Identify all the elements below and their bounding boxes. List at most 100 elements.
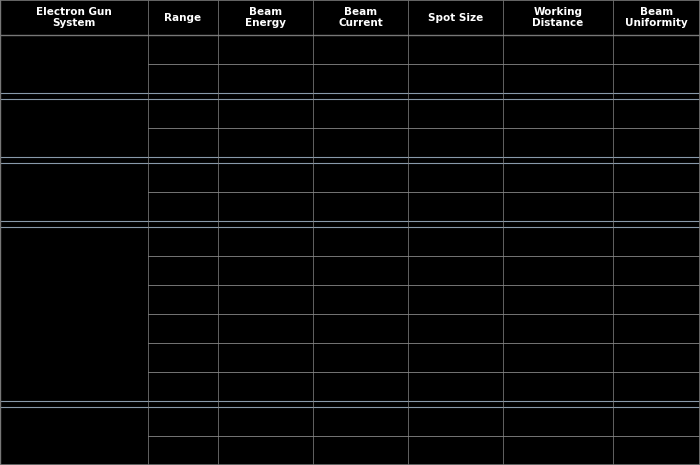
Bar [408, 343, 503, 372]
Text: 25 mm: 25 mm [540, 237, 576, 246]
Bar [148, 372, 218, 401]
Bar [613, 227, 700, 285]
Text: 1 nA: 1 nA [349, 417, 372, 426]
Bar [148, 314, 218, 343]
Bar [408, 128, 503, 157]
Text: 25 mm: 25 mm [540, 352, 576, 363]
Text: 100 mm: 100 mm [434, 324, 477, 333]
Bar [503, 407, 613, 436]
Text: 1 nA: 1 nA [349, 237, 372, 246]
Bar [313, 372, 408, 401]
Text: 1nA: 1nA [350, 295, 371, 305]
Text: 1μA: 1μA [350, 173, 371, 183]
Bar [503, 64, 613, 93]
Text: Beam
Uniformity: Beam Uniformity [625, 7, 688, 28]
Bar [313, 285, 408, 314]
Bar [218, 0, 313, 35]
Bar [218, 407, 313, 436]
Text: 10 mm: 10 mm [438, 173, 474, 183]
Text: 1 mm: 1 mm [440, 352, 470, 363]
Text: 400 μA: 400 μA [342, 73, 379, 84]
Text: 200 mm: 200 mm [536, 266, 580, 276]
Text: FRA-2X1-2
EGPS-1011: FRA-2X1-2 EGPS-1011 [42, 53, 106, 75]
Bar [148, 64, 218, 93]
Bar [313, 436, 408, 465]
Text: 100 mm: 100 mm [434, 266, 477, 276]
Text: Working
Distance: Working Distance [533, 7, 584, 28]
Bar [408, 163, 503, 192]
Bar [148, 128, 218, 157]
Bar [148, 407, 218, 436]
Bar [503, 372, 613, 401]
Bar [313, 314, 408, 343]
Text: EFG-7
EGPS-2017: EFG-7 EGPS-2017 [42, 361, 106, 383]
Text: 100 mm: 100 mm [434, 381, 477, 392]
Text: 1mA: 1mA [349, 324, 372, 333]
Bar [408, 227, 503, 256]
Bar [218, 128, 313, 157]
Bar [218, 35, 313, 64]
Bar [503, 256, 613, 285]
Text: 100 μA: 100 μA [342, 381, 379, 392]
Text: 5 keV: 5 keV [251, 445, 280, 456]
Text: 5 eV: 5 eV [254, 173, 277, 183]
Bar [408, 407, 503, 436]
Text: Min: Min [174, 109, 192, 119]
Text: Gaussian: Gaussian [632, 123, 680, 133]
Bar [408, 285, 503, 314]
Bar [313, 128, 408, 157]
Bar [218, 256, 313, 285]
Bar [313, 192, 408, 221]
Bar [148, 285, 218, 314]
Text: Min: Min [174, 237, 192, 246]
Bar [218, 64, 313, 93]
Text: Min: Min [174, 45, 192, 54]
Bar [313, 256, 408, 285]
Text: 10 mm: 10 mm [540, 45, 576, 54]
Text: Max: Max [172, 202, 194, 212]
Text: EFG-7 (High
Current)
EGPS-1017: EFG-7 (High Current) EGPS-1017 [43, 299, 104, 329]
Text: Gaussian or
Uniform: Gaussian or Uniform [625, 361, 687, 383]
Bar [218, 163, 313, 192]
Text: 10 mm: 10 mm [438, 445, 474, 456]
Bar [503, 343, 613, 372]
Text: 1 mm: 1 mm [440, 417, 470, 426]
Bar [0, 99, 148, 157]
Bar [313, 343, 408, 372]
Text: EGL-2022
EGPS-2022: EGL-2022 EGPS-2022 [42, 425, 106, 447]
Text: 50 eV: 50 eV [251, 352, 281, 363]
Text: 1 eV: 1 eV [254, 109, 277, 119]
Text: 1.5 keV: 1.5 keV [246, 266, 285, 276]
Text: 100 μA: 100 μA [342, 266, 379, 276]
Bar [613, 163, 700, 221]
Bar [148, 256, 218, 285]
Text: 1 nA: 1 nA [349, 45, 372, 54]
Bar [313, 227, 408, 256]
Text: Beam
Current: Beam Current [338, 7, 383, 28]
Bar [0, 93, 700, 99]
Text: 2 mm: 2 mm [440, 45, 470, 54]
Text: 10 eV: 10 eV [251, 295, 281, 305]
Bar [408, 192, 503, 221]
Text: 1 mm: 1 mm [440, 237, 470, 246]
Bar [148, 35, 218, 64]
Bar [613, 35, 700, 93]
Text: Spot Size: Spot Size [428, 13, 483, 22]
Bar [613, 407, 700, 465]
Bar [313, 163, 408, 192]
Text: 10 eV: 10 eV [251, 237, 281, 246]
Bar [0, 0, 148, 35]
Bar [408, 0, 503, 35]
Bar [313, 64, 408, 93]
Bar [503, 99, 613, 128]
Bar [613, 0, 700, 35]
Bar [0, 285, 148, 343]
Text: 1 keV: 1 keV [251, 73, 280, 84]
Text: Min: Min [174, 173, 192, 183]
Bar [503, 128, 613, 157]
Text: Min: Min [174, 417, 192, 426]
Text: 5 mm: 5 mm [440, 138, 470, 147]
Bar [218, 436, 313, 465]
Text: 5 eV: 5 eV [254, 45, 277, 54]
Text: Max: Max [172, 381, 194, 392]
